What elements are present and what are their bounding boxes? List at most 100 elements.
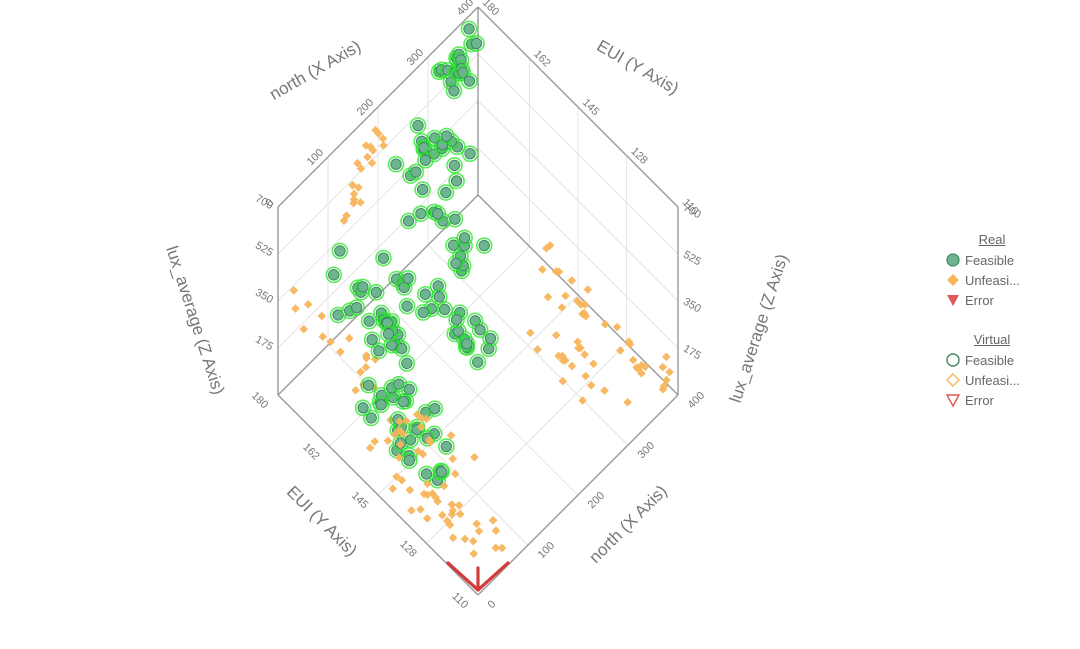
unfeasible-point[interactable] — [637, 360, 646, 370]
feasible-point[interactable] — [433, 463, 450, 481]
feasible-point[interactable] — [429, 205, 447, 222]
unfeasible-point[interactable] — [370, 437, 380, 446]
unfeasible-point[interactable] — [356, 164, 366, 173]
unfeasible-point[interactable] — [349, 195, 359, 204]
unfeasible-point[interactable] — [431, 493, 440, 502]
feasible-point[interactable] — [372, 396, 390, 414]
unfeasible-point[interactable] — [488, 515, 498, 525]
unfeasible-point[interactable] — [472, 519, 481, 529]
unfeasible-point[interactable] — [361, 362, 371, 372]
feasible-point[interactable] — [407, 163, 425, 181]
unfeasible-point[interactable] — [367, 158, 377, 168]
unfeasible-point[interactable] — [551, 330, 561, 340]
feasible-point[interactable] — [379, 314, 396, 332]
unfeasible-point[interactable] — [661, 352, 671, 362]
unfeasible-point[interactable] — [422, 514, 432, 523]
unfeasible-point[interactable] — [445, 520, 455, 530]
unfeasible-point[interactable] — [354, 183, 363, 192]
feasible-point[interactable] — [458, 335, 476, 352]
unfeasible-point[interactable] — [567, 361, 577, 371]
feasible-point[interactable] — [461, 145, 479, 163]
unfeasible-point[interactable] — [662, 375, 671, 385]
unfeasible-point[interactable] — [551, 267, 561, 276]
unfeasible-point[interactable] — [419, 489, 429, 499]
unfeasible-point[interactable] — [543, 292, 553, 302]
feasible-point[interactable] — [362, 409, 380, 427]
unfeasible-point[interactable] — [615, 346, 625, 355]
feasible-point[interactable] — [446, 210, 464, 228]
unfeasible-point[interactable] — [474, 526, 484, 536]
unfeasible-point[interactable] — [397, 475, 407, 485]
legend-real-unfeasible[interactable]: Unfeasi... — [944, 270, 1054, 290]
unfeasible-point[interactable] — [497, 543, 507, 553]
feasible-point[interactable] — [325, 266, 343, 284]
unfeasible-point[interactable] — [378, 134, 388, 143]
unfeasible-point[interactable] — [578, 309, 587, 319]
feasible-point[interactable] — [438, 438, 455, 455]
feasible-point[interactable] — [399, 269, 417, 287]
unfeasible-point[interactable] — [424, 435, 434, 445]
unfeasible-point[interactable] — [448, 454, 458, 464]
feasible-point[interactable] — [429, 277, 447, 295]
unfeasible-point[interactable] — [349, 189, 359, 199]
unfeasible-point[interactable] — [600, 386, 609, 395]
unfeasible-point[interactable] — [460, 534, 470, 544]
unfeasible-point[interactable] — [580, 350, 589, 359]
unfeasible-point[interactable] — [580, 300, 590, 309]
feasible-point[interactable] — [430, 288, 448, 306]
unfeasible-point[interactable] — [658, 362, 668, 372]
feasible-point[interactable] — [418, 465, 435, 483]
unfeasible-point[interactable] — [356, 198, 365, 207]
feasible-point[interactable] — [354, 278, 372, 296]
feasible-point[interactable] — [414, 181, 431, 198]
unfeasible-point[interactable] — [600, 320, 610, 329]
feasible-point[interactable] — [482, 330, 499, 347]
unfeasible-point[interactable] — [470, 452, 479, 462]
feasible-point[interactable] — [380, 325, 397, 343]
unfeasible-point[interactable] — [557, 303, 567, 312]
unfeasible-point[interactable] — [303, 300, 313, 309]
feasible-point[interactable] — [398, 297, 416, 315]
feasible-point[interactable] — [416, 285, 434, 303]
feasible-point[interactable] — [448, 311, 465, 329]
unfeasible-point[interactable] — [558, 356, 568, 365]
unfeasible-point[interactable] — [402, 416, 411, 426]
feasible-point[interactable] — [360, 376, 377, 394]
unfeasible-point[interactable] — [416, 505, 425, 514]
unfeasible-point[interactable] — [379, 141, 388, 150]
feasible-point[interactable] — [375, 249, 392, 267]
feasible-point[interactable] — [426, 400, 444, 417]
feasible-point[interactable] — [471, 321, 489, 339]
unfeasible-point[interactable] — [418, 449, 428, 459]
feasible-point[interactable] — [387, 155, 405, 173]
feasible-point[interactable] — [329, 306, 347, 324]
unfeasible-point[interactable] — [545, 241, 555, 250]
unfeasible-point[interactable] — [388, 484, 398, 493]
unfeasible-point[interactable] — [574, 343, 583, 353]
unfeasible-point[interactable] — [469, 549, 479, 558]
unfeasible-point[interactable] — [439, 481, 449, 491]
feasible-point[interactable] — [438, 127, 455, 145]
feasible-point[interactable] — [466, 312, 484, 330]
unfeasible-point[interactable] — [442, 516, 452, 526]
unfeasible-point[interactable] — [446, 431, 456, 440]
feasible-point[interactable] — [412, 205, 430, 222]
feasible-point[interactable] — [331, 242, 349, 260]
unfeasible-point[interactable] — [589, 359, 598, 369]
unfeasible-point[interactable] — [363, 152, 372, 162]
feasible-point[interactable] — [363, 331, 381, 348]
unfeasible-point[interactable] — [628, 355, 638, 365]
feasible-point[interactable] — [469, 353, 487, 371]
unfeasible-point[interactable] — [351, 385, 360, 395]
unfeasible-point[interactable] — [538, 265, 547, 274]
unfeasible-point[interactable] — [448, 533, 458, 543]
legend-virtual-unfeasible[interactable]: Unfeasi... — [944, 370, 1054, 390]
unfeasible-point[interactable] — [422, 414, 431, 424]
feasible-point[interactable] — [448, 172, 465, 190]
unfeasible-point[interactable] — [416, 422, 426, 432]
unfeasible-point[interactable] — [454, 500, 464, 510]
feasible-point[interactable] — [461, 72, 478, 90]
feasible-point[interactable] — [348, 299, 366, 316]
unfeasible-point[interactable] — [455, 509, 465, 519]
feasible-point[interactable] — [445, 82, 463, 100]
